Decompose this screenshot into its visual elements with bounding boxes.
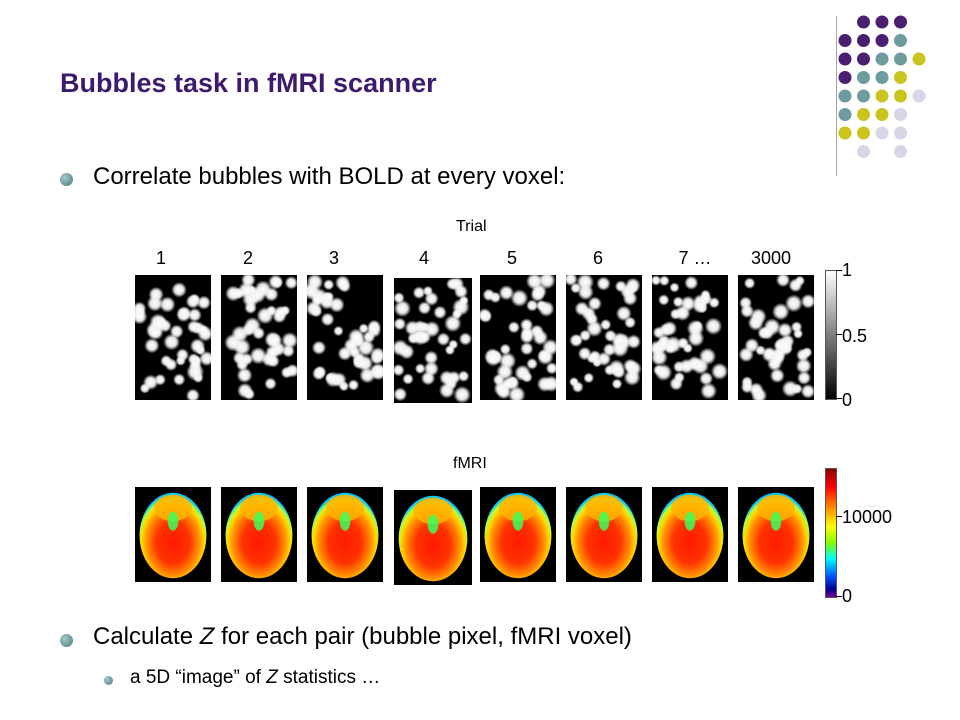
bubbles-colorbar-label-min: 0 xyxy=(842,390,853,410)
trial-label: Trial xyxy=(456,218,487,235)
decor-divider-line xyxy=(836,16,837,176)
decor-dot xyxy=(838,108,852,121)
fmri-brain-image xyxy=(307,487,383,582)
sub-bullet-5d-image: a 5D “image” of Z statistics … xyxy=(130,667,380,689)
decor-dot xyxy=(894,52,907,66)
fmri-colorbar-label-min: 0 xyxy=(842,586,853,606)
trial-number-label: 1 xyxy=(155,248,166,268)
decor-dot xyxy=(857,108,870,121)
dot-grid-decoration xyxy=(838,15,926,158)
decor-dot xyxy=(875,15,889,29)
decor-dot xyxy=(894,71,907,84)
decor-dot xyxy=(894,34,907,47)
decor-dot xyxy=(838,89,852,103)
bullet-calculate-part: for each pair (bubble pixel, fMRI voxel) xyxy=(214,623,632,650)
fmri-colorbar xyxy=(825,468,837,598)
decor-dot xyxy=(875,108,889,121)
trial-number-label: 4 xyxy=(418,248,429,268)
decor-dot xyxy=(894,15,907,29)
trial-number-label: 2 xyxy=(242,248,253,268)
bullet-calculate: Calculate Z for each pair (bubble pixel,… xyxy=(93,623,632,651)
fmri-brain-image xyxy=(135,487,211,582)
bubbles-colorbar xyxy=(825,270,837,400)
bubbles-colorbar-tick xyxy=(836,270,842,271)
fmri-colorbar-label-max: 10000 xyxy=(842,507,893,527)
decor-dot xyxy=(875,34,889,47)
fmri-brain-image xyxy=(652,487,728,582)
decor-dot xyxy=(894,145,907,158)
decor-dot xyxy=(838,71,852,84)
bubbles-colorbar-label-mid: 0.5 xyxy=(842,326,868,346)
bullet-correlate: Correlate bubbles with BOLD at every vox… xyxy=(93,163,566,190)
bubble-mask-image xyxy=(135,275,211,400)
trial-number-label: 3 xyxy=(328,248,339,268)
fmri-colorbar-tick xyxy=(836,516,842,517)
fmri-brain-image xyxy=(394,490,472,585)
decor-dot xyxy=(857,15,870,29)
slide-title: Bubbles task in fMRI scanner xyxy=(60,68,437,98)
bubbles-colorbar-tick xyxy=(836,398,842,399)
fmri-brain-image xyxy=(738,487,814,582)
decor-dot xyxy=(894,108,907,121)
fmri-colorbar-tick xyxy=(836,596,842,597)
round-sub-bullet-icon xyxy=(104,676,113,685)
bubble-mask-image xyxy=(566,275,642,400)
sub-bullet-z: Z xyxy=(266,667,278,688)
decor-dot xyxy=(875,126,889,140)
decor-dot xyxy=(875,52,889,66)
round-bullet-icon xyxy=(60,634,73,647)
bubbles-colorbar-tick xyxy=(836,334,842,335)
decor-dot xyxy=(875,71,889,84)
decor-dot xyxy=(838,126,852,140)
bubble-mask-image xyxy=(394,278,472,403)
decor-dot xyxy=(912,52,926,66)
round-bullet-icon xyxy=(60,173,73,186)
decor-dot xyxy=(838,34,852,47)
trial-number-label: 7 … xyxy=(678,248,712,268)
decor-dot xyxy=(857,52,870,66)
decor-dot xyxy=(838,52,852,66)
trial-number-label: 3000 xyxy=(750,248,792,268)
bubbles-colorbar-label-max: 1 xyxy=(842,260,853,280)
bubble-mask-image xyxy=(307,275,383,400)
decor-dot xyxy=(894,89,907,103)
bubble-mask-image xyxy=(480,275,556,400)
decor-dot xyxy=(857,89,870,103)
decor-dot xyxy=(857,145,870,158)
decor-dot xyxy=(894,126,907,140)
bubble-mask-image xyxy=(221,275,297,400)
fmri-brain-image xyxy=(566,487,642,582)
bubble-mask-image xyxy=(738,275,814,400)
bubble-mask-image xyxy=(652,275,728,400)
fmri-brain-image xyxy=(221,487,297,582)
decor-dot xyxy=(857,126,870,140)
trial-number-label: 6 xyxy=(592,248,603,268)
trial-number-label: 5 xyxy=(506,248,517,268)
decor-dot xyxy=(857,71,870,84)
decor-dot xyxy=(857,34,870,47)
decor-dot xyxy=(875,89,889,103)
sub-bullet-part: a 5D “image” of xyxy=(130,667,267,688)
bullet-calculate-z: Z xyxy=(199,623,215,650)
fmri-label: fMRI xyxy=(453,455,487,472)
sub-bullet-part: statistics … xyxy=(277,667,381,688)
decor-dot xyxy=(912,89,926,103)
fmri-brain-image xyxy=(480,487,556,582)
bullet-calculate-part: Calculate xyxy=(93,623,200,650)
